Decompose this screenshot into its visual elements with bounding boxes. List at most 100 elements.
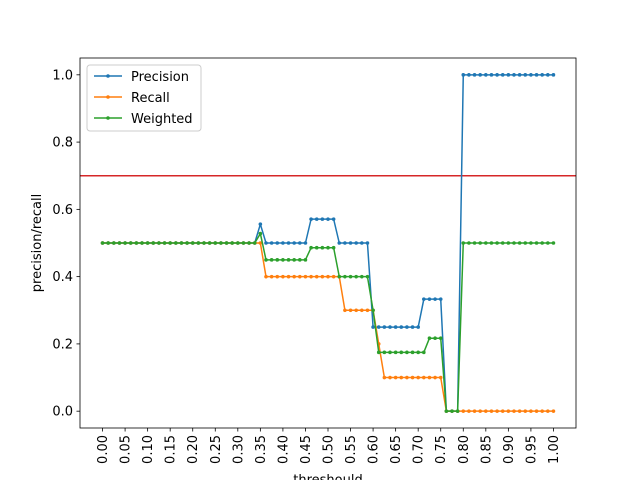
point-weighted-9 — [151, 241, 156, 245]
point-recall-68 — [484, 409, 488, 413]
point-weighted-72 — [506, 241, 511, 245]
point-weighted-17 — [196, 241, 201, 245]
point-weighted-43 — [343, 274, 347, 279]
point-recall-47 — [365, 308, 370, 313]
point-weighted-58 — [427, 336, 432, 340]
x-tick-label: 0.95 — [524, 435, 539, 464]
point-recall-44 — [348, 308, 353, 313]
x-tick-label: 1.00 — [547, 435, 562, 464]
point-precision-34 — [292, 241, 296, 245]
point-weighted-22 — [224, 241, 229, 245]
point-precision-31 — [275, 241, 280, 245]
x-tick-label: 0.45 — [299, 435, 314, 464]
point-weighted-40 — [326, 245, 330, 250]
point-precision-65 — [467, 73, 471, 77]
y-tick-label: 0.8 — [52, 136, 73, 151]
point-recall-78 — [540, 409, 544, 413]
point-recall-45 — [354, 308, 358, 313]
point-weighted-54 — [405, 350, 409, 355]
y-tick-label: 0.6 — [52, 203, 73, 218]
point-precision-72 — [506, 73, 511, 77]
x-tick-label: 0.25 — [209, 435, 224, 464]
point-weighted-21 — [219, 241, 223, 245]
point-recall-54 — [405, 375, 409, 380]
point-precision-75 — [523, 73, 528, 77]
x-tick-label: 0.70 — [412, 435, 427, 464]
x-tick-label: 0.50 — [322, 435, 337, 464]
point-weighted-80 — [551, 241, 556, 245]
point-weighted-64 — [461, 241, 466, 245]
point-precision-68 — [484, 73, 488, 77]
point-weighted-26 — [247, 241, 251, 245]
point-weighted-13 — [174, 241, 178, 245]
legend-label-weighted: Weighted — [131, 112, 193, 127]
point-weighted-53 — [399, 350, 404, 355]
point-weighted-74 — [517, 241, 522, 245]
point-weighted-68 — [484, 241, 488, 245]
point-precision-46 — [360, 241, 364, 245]
point-weighted-46 — [360, 274, 364, 279]
point-weighted-75 — [523, 241, 528, 245]
point-precision-53 — [399, 325, 404, 329]
x-tick-label: 0.75 — [434, 435, 449, 464]
point-recall-46 — [360, 308, 364, 313]
point-weighted-7 — [140, 241, 144, 245]
point-precision-70 — [495, 73, 499, 77]
series-weighted — [100, 231, 556, 413]
point-weighted-38 — [314, 245, 319, 250]
point-weighted-51 — [388, 350, 392, 355]
point-precision-66 — [472, 73, 477, 77]
legend-marker-weighted — [106, 116, 110, 120]
point-weighted-27 — [252, 241, 257, 245]
point-weighted-59 — [433, 336, 437, 340]
point-weighted-14 — [179, 241, 184, 245]
point-recall-29 — [264, 274, 268, 279]
point-precision-59 — [433, 297, 437, 301]
point-precision-58 — [427, 297, 432, 301]
x-tick-label: 0.55 — [344, 435, 359, 464]
x-tick-label: 0.00 — [96, 435, 111, 464]
x-axis: 0.00 0.05 0.10 0.15 0.20 0.25 0.30 0.35 0.40 0.45… — [96, 428, 562, 464]
point-recall-76 — [529, 409, 533, 413]
x-axis-label: threshould — [293, 473, 362, 480]
point-precision-37 — [309, 217, 313, 221]
y-tick-label: 0.0 — [52, 405, 73, 420]
x-tick-label: 0.85 — [479, 435, 494, 464]
point-recall-59 — [433, 375, 437, 380]
point-precision-54 — [405, 325, 409, 329]
point-recall-50 — [382, 375, 387, 380]
point-precision-67 — [478, 73, 482, 77]
point-precision-38 — [314, 217, 319, 221]
point-precision-42 — [337, 241, 342, 245]
point-precision-39 — [320, 217, 325, 221]
point-weighted-47 — [365, 274, 370, 279]
point-recall-37 — [309, 274, 313, 279]
x-tick-label: 0.40 — [276, 435, 291, 464]
point-recall-67 — [478, 409, 482, 413]
point-recall-33 — [286, 274, 291, 279]
point-recall-55 — [410, 375, 415, 380]
point-precision-69 — [489, 73, 494, 77]
point-precision-32 — [281, 241, 285, 245]
point-precision-73 — [512, 73, 516, 77]
point-weighted-69 — [489, 241, 494, 245]
point-recall-60 — [438, 375, 443, 380]
point-precision-78 — [540, 73, 544, 77]
point-recall-41 — [331, 274, 336, 279]
point-precision-47 — [365, 241, 370, 245]
point-weighted-57 — [422, 350, 426, 355]
point-recall-35 — [298, 274, 302, 279]
point-weighted-49 — [376, 350, 381, 355]
point-precision-30 — [269, 241, 274, 245]
y-tick-label: 0.2 — [52, 337, 73, 352]
point-weighted-6 — [134, 241, 139, 245]
y-tick-label: 0.4 — [52, 270, 73, 285]
x-tick-label: 0.80 — [457, 435, 472, 464]
point-precision-50 — [382, 325, 387, 329]
point-recall-75 — [523, 409, 528, 413]
y-axis-label: precision/recall — [30, 194, 45, 292]
x-tick-label: 0.20 — [186, 435, 201, 464]
point-weighted-37 — [309, 245, 313, 250]
point-weighted-77 — [534, 241, 539, 245]
point-weighted-28 — [258, 231, 263, 236]
